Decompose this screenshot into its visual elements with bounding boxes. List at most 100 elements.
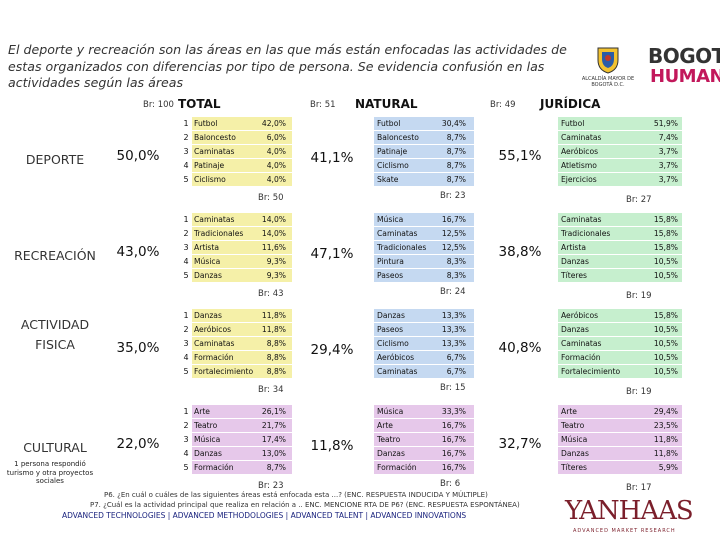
juridica-section-base: Br: 27	[626, 195, 652, 205]
row-label: Danzas	[194, 271, 222, 280]
row-value: 3,7%	[658, 161, 678, 170]
table-row: 3 Caminatas 4,0%	[180, 145, 292, 159]
table-row: Caminatas 7,4%	[558, 131, 682, 145]
row-value: 16,7%	[441, 435, 466, 444]
row-label: Formación	[194, 353, 234, 362]
row-value: 11,8%	[653, 435, 678, 444]
yanhaas-logo: YANHAAS ADVANCED MARKET RESEARCH	[565, 496, 705, 540]
row-label: Títeres	[561, 463, 587, 472]
table-row: 5 Ciclismo 4,0%	[180, 173, 292, 187]
row-value: 14,0%	[261, 215, 286, 224]
table-row: 2 Tradicionales 14,0%	[180, 227, 292, 241]
row-value: 11,8%	[261, 311, 286, 320]
table-row: Formación 10,5%	[558, 351, 682, 365]
natural-percent: 11,8%	[310, 438, 354, 454]
row-label: Baloncesto	[377, 133, 419, 142]
juridica-base: Br: 49	[490, 100, 516, 110]
row-label: Paseos	[377, 325, 404, 334]
row-label: Danzas	[561, 325, 589, 334]
table-row: 2 Teatro 21,7%	[180, 419, 292, 433]
table-row: Danzas 16,7%	[374, 447, 474, 461]
row-value: 3,7%	[658, 175, 678, 184]
table-row: Fortalecimiento 10,5%	[558, 365, 682, 379]
footnote-1: P6. ¿En cuál o cuáles de las siguientes …	[104, 491, 488, 499]
table-row: Música 11,8%	[558, 433, 682, 447]
juridica-section-base: Br: 17	[626, 483, 652, 493]
row-label: Caminatas	[561, 215, 602, 224]
row-value: 8,7%	[446, 147, 466, 156]
row-value: 10,5%	[653, 325, 678, 334]
row-label: Teatro	[561, 421, 585, 430]
rank-number: 5	[180, 365, 192, 378]
row-label: Música	[194, 435, 221, 444]
table-row: Futbol 30,4%	[374, 117, 474, 131]
table-row: Ciclismo 13,3%	[374, 337, 474, 351]
row-label: Futbol	[377, 119, 401, 128]
natural-table: Música 33,3% Arte 16,7% Teatro 16,7% Danzas 16,…	[374, 405, 474, 475]
total-header: TOTAL	[178, 97, 221, 111]
rank-number: 2	[180, 131, 192, 144]
total-section-base: Br: 23	[258, 481, 284, 491]
row-value: 4,0%	[266, 175, 286, 184]
table-row: Danzas 13,3%	[374, 309, 474, 323]
row-label: Futbol	[194, 119, 218, 128]
row-value: 12,5%	[441, 243, 466, 252]
row-value: 21,7%	[261, 421, 286, 430]
total-percent: 22,0%	[116, 436, 160, 452]
row-value: 15,8%	[653, 215, 678, 224]
row-value: 5,9%	[658, 463, 678, 472]
juridica-table: Futbol 51,9% Caminatas 7,4% Aeróbicos 3,7% Atl…	[558, 117, 682, 187]
row-label: Danzas	[561, 449, 589, 458]
row-label: Tradicionales	[561, 229, 611, 238]
row-value: 8,3%	[446, 257, 466, 266]
juridica-table: Arte 29,4% Teatro 23,5% Música 11,8% Danzas 11,…	[558, 405, 682, 475]
row-value: 4,0%	[266, 161, 286, 170]
natural-base: Br: 51	[310, 100, 336, 110]
row-label: Formación	[561, 353, 601, 362]
table-row: Pintura 8,3%	[374, 255, 474, 269]
rank-number: 2	[180, 419, 192, 432]
row-value: 8,8%	[266, 353, 286, 362]
rank-number: 5	[180, 461, 192, 474]
row-label: Ciclismo	[377, 161, 409, 170]
rank-number: 4	[180, 159, 192, 172]
table-row: Caminatas 15,8%	[558, 213, 682, 227]
bogota-humana-logo: BOGOTÁ HUMANA	[648, 44, 720, 94]
rank-number: 1	[180, 213, 192, 226]
natural-percent: 29,4%	[310, 342, 354, 358]
row-value: 6,0%	[266, 133, 286, 142]
table-row: Ejercicios 3,7%	[558, 173, 682, 187]
row-label: Tradicionales	[194, 229, 244, 238]
row-label: Fortalecimiento	[561, 367, 621, 376]
rank-number: 2	[180, 323, 192, 336]
row-label: Atletismo	[561, 161, 597, 170]
row-value: 9,3%	[266, 257, 286, 266]
row-label: Baloncesto	[194, 133, 236, 142]
alcaldia-text: ALCALDÍA MAYOR DE BOGOTÁ D.C.	[581, 76, 635, 88]
logo-line-1: BOGOTÁ	[648, 44, 720, 68]
table-row: Aeróbicos 15,8%	[558, 309, 682, 323]
table-row: Artista 15,8%	[558, 241, 682, 255]
row-label: Formación	[194, 463, 234, 472]
row-value: 13,3%	[441, 325, 466, 334]
table-row: Danzas 10,5%	[558, 323, 682, 337]
total-base: Br: 100	[143, 100, 174, 110]
row-value: 11,8%	[653, 449, 678, 458]
table-row: Caminatas 12,5%	[374, 227, 474, 241]
row-label: Aeróbicos	[561, 311, 599, 320]
footnote-2: P7. ¿Cuál es la actividad principal que …	[90, 501, 520, 509]
coat-of-arms-icon	[597, 47, 619, 74]
row-label: Caminatas	[377, 229, 418, 238]
total-section-base: Br: 43	[258, 289, 284, 299]
row-value: 16,7%	[441, 463, 466, 472]
total-percent: 50,0%	[116, 148, 160, 164]
rank-number: 5	[180, 173, 192, 186]
total-percent: 35,0%	[116, 340, 160, 356]
rank-number: 2	[180, 227, 192, 240]
row-value: 10,5%	[653, 339, 678, 348]
table-row: Tradicionales 15,8%	[558, 227, 682, 241]
row-value: 16,7%	[441, 449, 466, 458]
table-row: Futbol 51,9%	[558, 117, 682, 131]
row-value: 8,3%	[446, 271, 466, 280]
row-value: 15,8%	[653, 243, 678, 252]
